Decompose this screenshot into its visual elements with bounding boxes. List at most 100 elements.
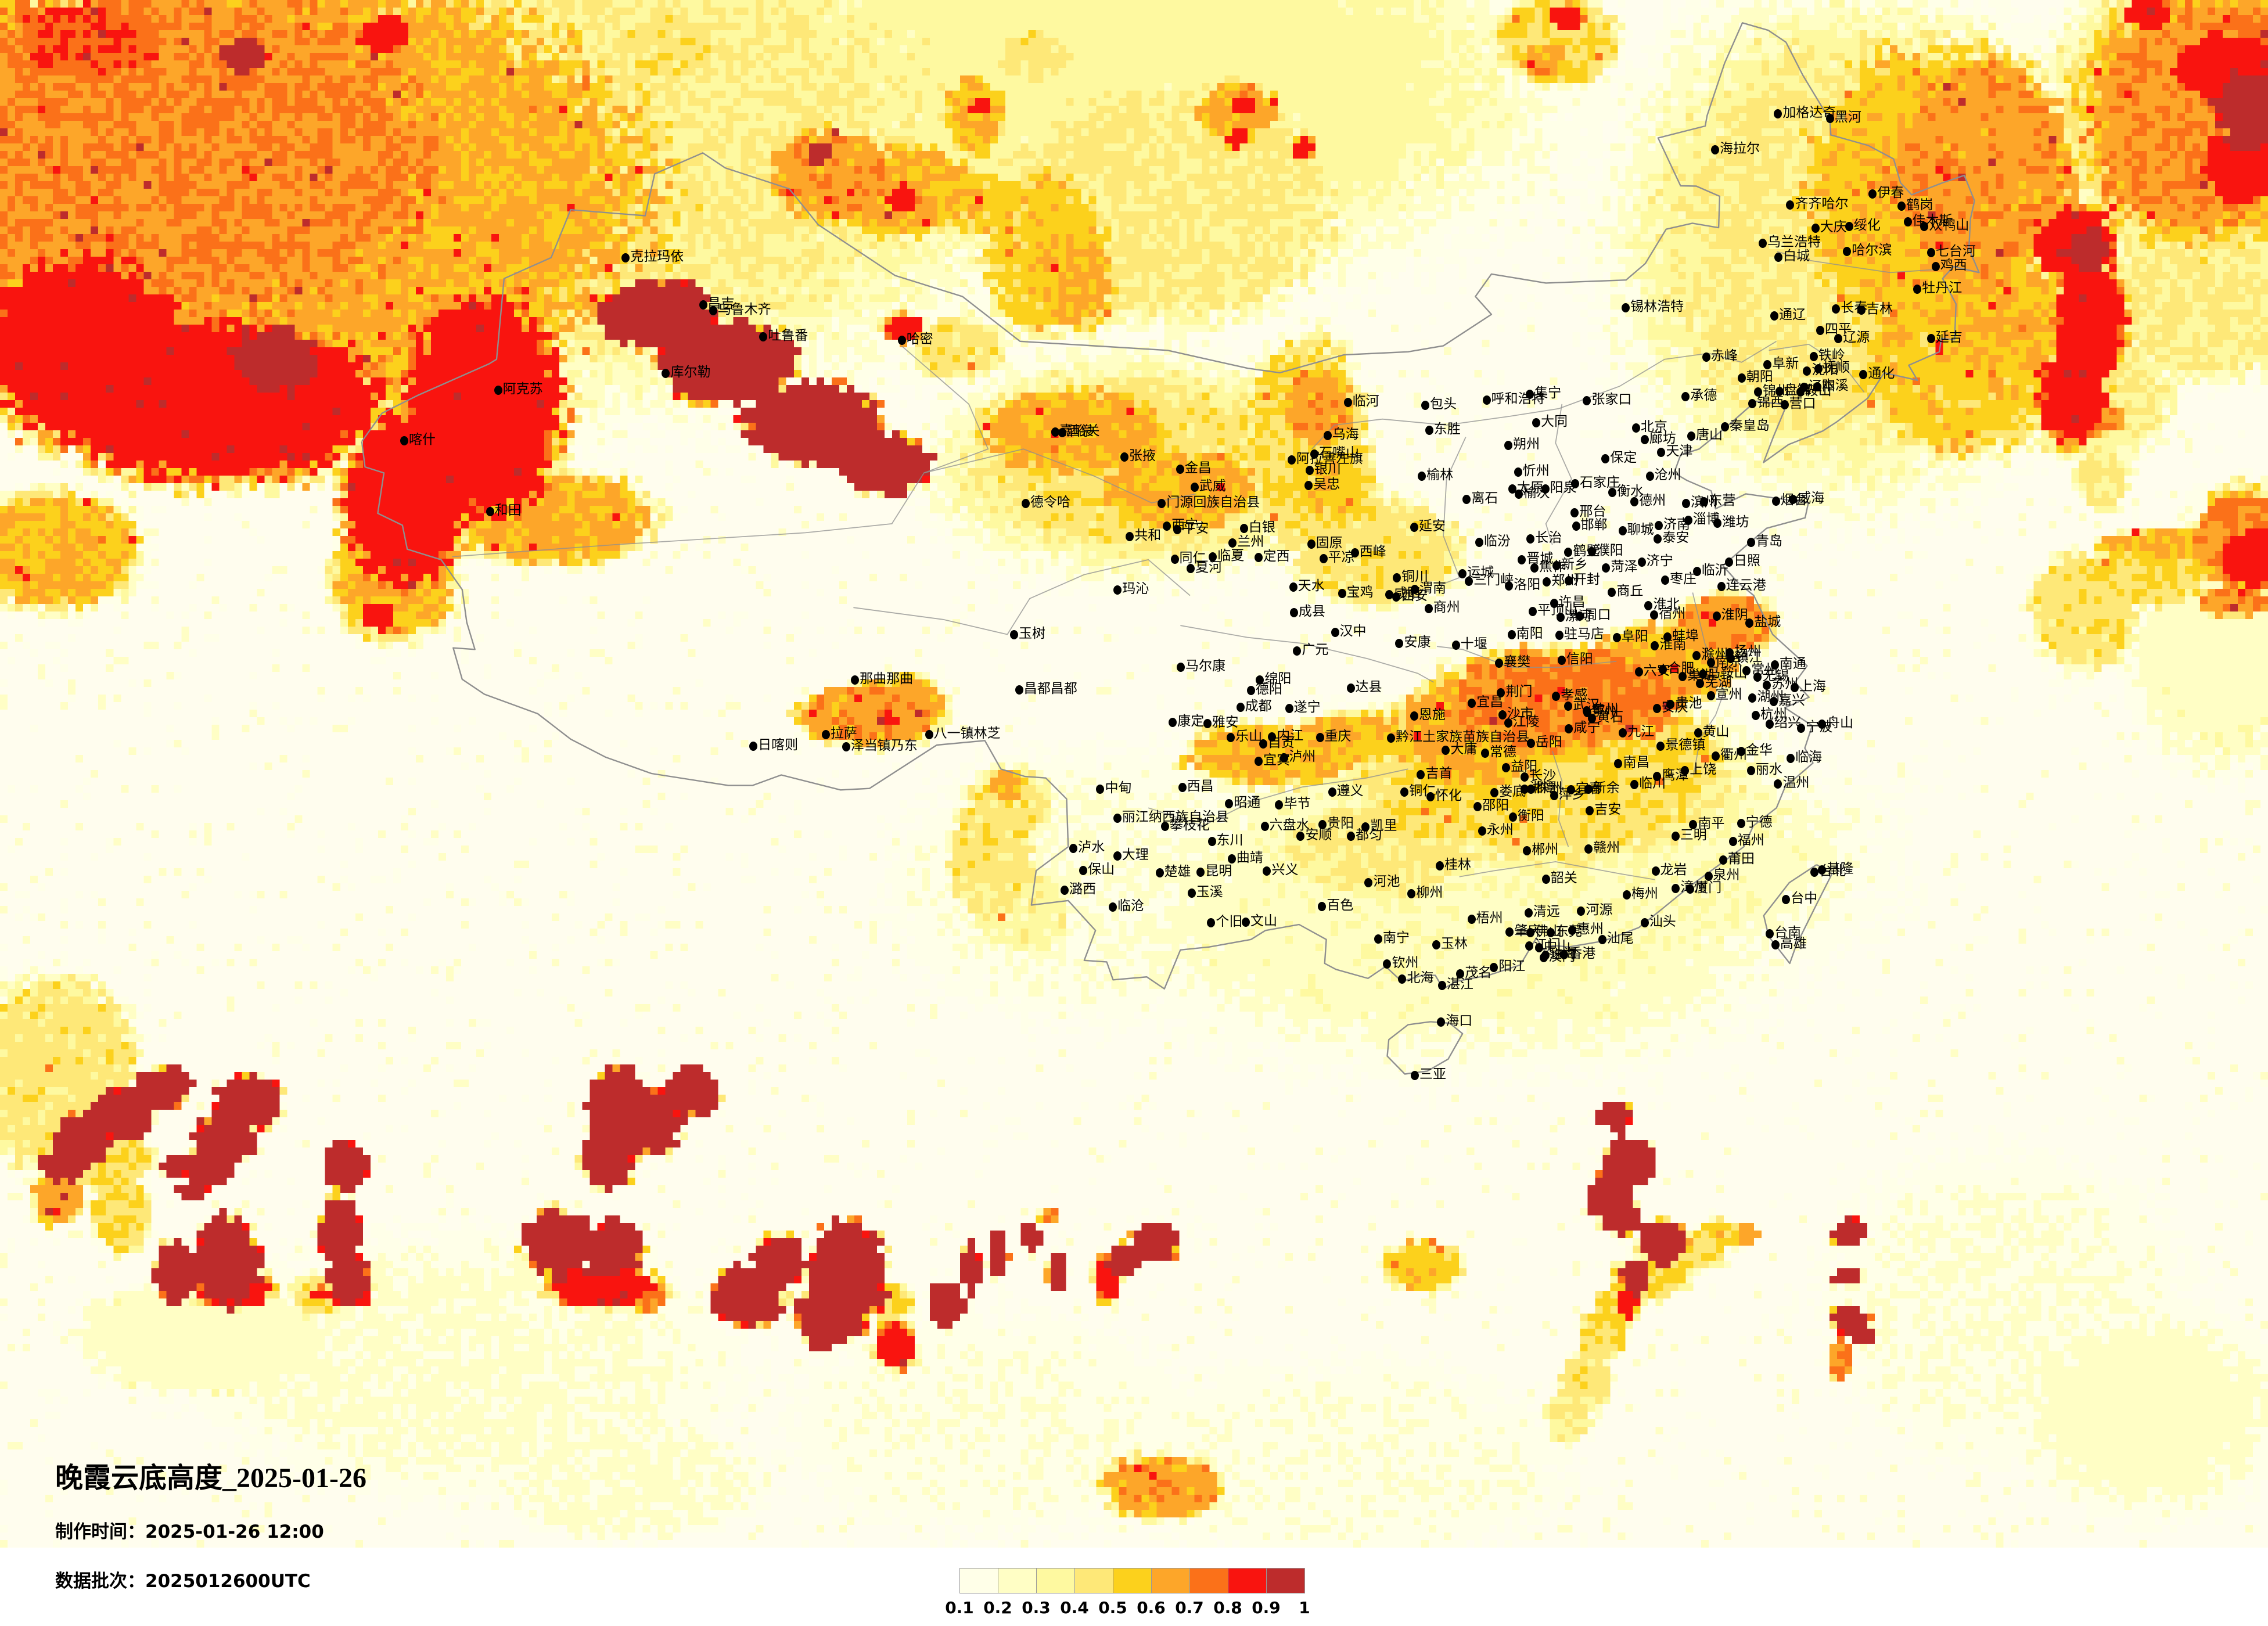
city-label: 玛沁 [1122, 581, 1149, 597]
city-label: 邯郸 [1580, 517, 1608, 533]
city-label: 临沧 [1117, 898, 1144, 914]
city-label: 白城 [1783, 248, 1810, 264]
city-dot-icon [1504, 718, 1512, 728]
city-dot-icon [1541, 484, 1550, 494]
city-label: 河池 [1373, 873, 1400, 889]
city-dot-icon [1566, 785, 1575, 794]
city-dot-icon [1644, 600, 1653, 610]
city-dot-icon [1713, 519, 1722, 528]
city-dot-icon [1622, 890, 1631, 900]
city-dot-icon [1656, 741, 1665, 751]
city-label: 遂宁 [1293, 699, 1321, 715]
city-label: 韶关 [1550, 870, 1577, 886]
city-label: 茂名 [1465, 965, 1492, 980]
city-label: 台中 [1791, 890, 1818, 906]
city-label: 福州 [1737, 833, 1764, 848]
city-label: 金华 [1745, 743, 1773, 758]
city-dot-icon [1588, 713, 1597, 723]
city-dot-icon [1203, 719, 1212, 729]
city-label: 宝鸡 [1346, 585, 1374, 600]
city-dot-icon [897, 336, 906, 346]
city-dot-icon [1737, 819, 1745, 829]
city-label: 双鸭山 [1929, 217, 1969, 233]
city-dot-icon [1160, 822, 1169, 832]
city-dot-icon [486, 506, 494, 516]
city-dot-icon [1407, 889, 1416, 898]
legend-tick-label: 1 [1299, 1598, 1310, 1617]
city-dot-icon [1689, 820, 1698, 830]
city-dot-icon [1747, 538, 1756, 548]
city-label: 乌鲁木齐 [717, 301, 771, 317]
city-dot-icon [1437, 1017, 1446, 1027]
city-label: 银川 [1314, 461, 1341, 477]
city-dot-icon [1256, 675, 1264, 685]
city-label: 晋城 [1526, 551, 1554, 567]
city-dot-icon [1845, 221, 1853, 231]
city-dot-icon [1196, 868, 1205, 877]
city-label: 镇江 [1735, 650, 1763, 665]
city-label: 恩施 [1418, 707, 1446, 723]
city-dot-icon [1630, 780, 1639, 790]
city-dot-icon [1787, 753, 1795, 763]
city-label: 绵阳 [1264, 671, 1292, 687]
city-dot-icon [1789, 495, 1798, 505]
city-label: 武威 [1199, 478, 1226, 494]
city-dot-icon [1514, 490, 1523, 499]
city-dot-icon [1692, 650, 1701, 660]
city-label: 杭州 [1760, 707, 1787, 722]
legend-tick-label: 0.1 [945, 1598, 974, 1617]
city-label: 张掖 [1128, 448, 1156, 464]
city-dot-icon [1475, 537, 1483, 547]
city-label: 昌都昌都 [1023, 681, 1077, 697]
city-dot-icon [1555, 630, 1563, 640]
city-label: 通化 [1868, 366, 1895, 382]
city-label: 辽阳 [1808, 378, 1835, 394]
city-label: 连云港 [1726, 578, 1766, 593]
city-dot-icon [1451, 640, 1460, 650]
city-label: 内江 [1277, 728, 1304, 743]
city-label: 莆田 [1728, 851, 1755, 867]
city-dot-icon [1021, 499, 1030, 509]
city-label: 唐山 [1696, 427, 1723, 443]
city-label: 三明 [1680, 827, 1707, 843]
city-label: 盘锦 [1784, 383, 1811, 398]
city-dot-icon [1751, 711, 1760, 721]
city-label: 文山 [1250, 913, 1278, 929]
city-dot-icon [1602, 563, 1611, 573]
city-dot-icon [1560, 949, 1569, 959]
city-label: 曲靖 [1236, 850, 1263, 866]
city-dot-icon [1926, 334, 1935, 344]
city-dot-icon [1717, 582, 1726, 592]
city-dot-icon [1126, 531, 1134, 541]
city-label: 荆门 [1505, 684, 1533, 700]
city-dot-icon [1711, 145, 1719, 154]
city-label: 重庆 [1324, 728, 1352, 744]
city-label: 中甸 [1105, 780, 1132, 796]
city-dot-icon [1495, 658, 1504, 668]
city-dot-icon [1260, 821, 1269, 831]
city-dot-icon [1651, 641, 1659, 650]
city-dot-icon [1622, 303, 1630, 312]
city-dot-icon [1113, 851, 1122, 861]
city-dot-icon [1526, 534, 1535, 544]
city-label: 六盘水 [1269, 817, 1310, 833]
city-dot-icon [1920, 221, 1929, 231]
city-label: 乌兰浩特 [1767, 234, 1821, 250]
city-label: 固原 [1315, 535, 1343, 551]
city-label: 铜川 [1401, 569, 1429, 584]
city-dot-icon [1318, 819, 1327, 829]
city-dot-icon [1684, 516, 1692, 526]
city-label: 抚顺 [1823, 360, 1850, 376]
city-label: 渭南 [1419, 581, 1446, 596]
city-label: 阿拉善左旗 [1296, 451, 1363, 467]
city-dot-icon [1187, 888, 1196, 898]
city-label: 厦门 [1695, 880, 1722, 896]
city-label: 本溪 [1821, 377, 1849, 393]
city-label: 都匀 [1356, 827, 1383, 843]
city-dot-icon [1825, 114, 1834, 124]
city-dot-icon [1061, 886, 1069, 895]
city-dot-icon [749, 741, 758, 751]
city-label: 平安 [1182, 521, 1209, 537]
city-label: 沧州 [1654, 467, 1681, 483]
city-dot-icon [1631, 423, 1640, 433]
